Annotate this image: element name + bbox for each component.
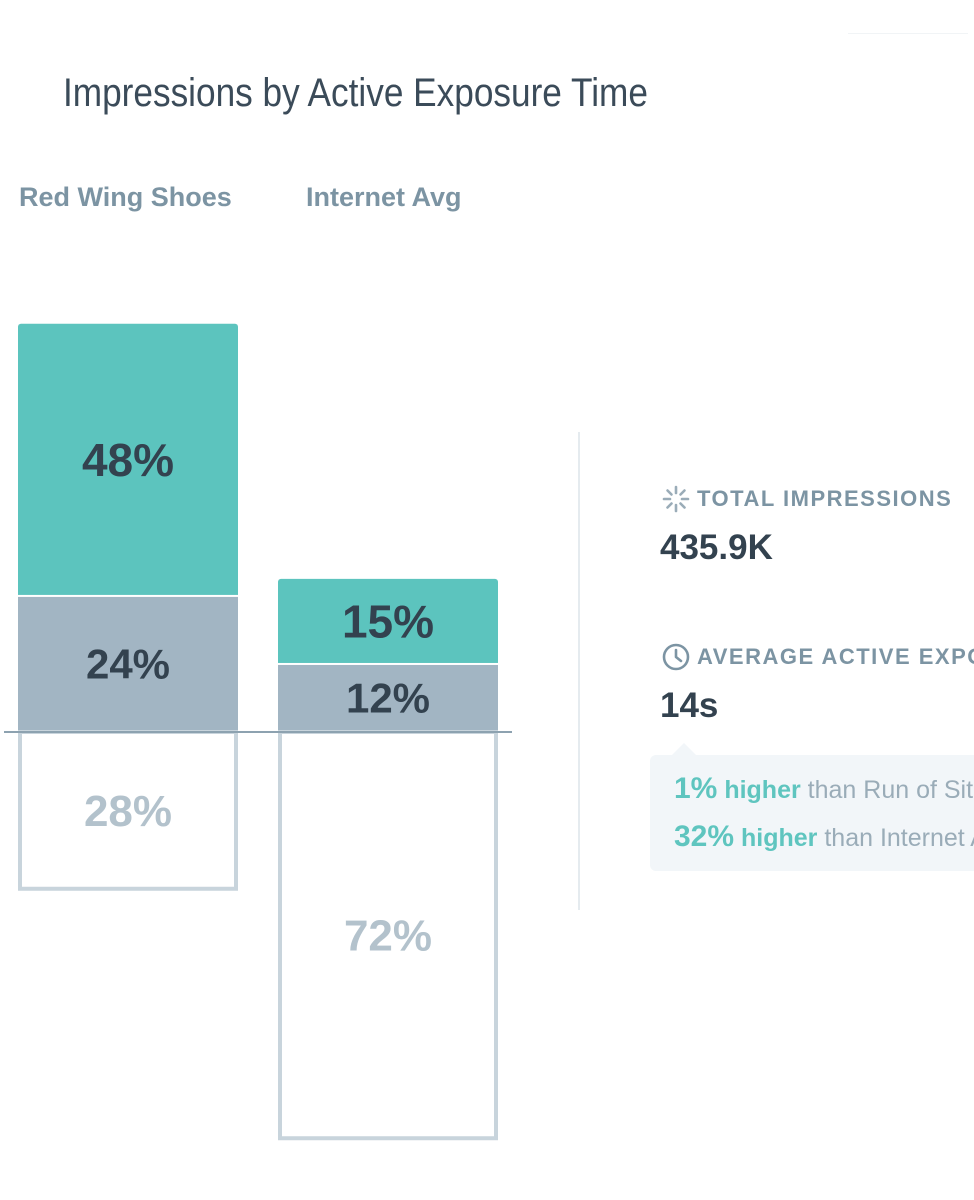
loading-spinner-icon	[662, 485, 690, 513]
comparison-direction: higher	[724, 776, 801, 804]
data-label: 15%	[342, 595, 434, 647]
comparison-internet-avg: 32% higher than Internet Av	[674, 821, 974, 854]
average-exposure-label: AVERAGE ACTIVE EXPO	[697, 644, 974, 669]
comparison-percent: 1%	[674, 772, 718, 805]
column-label-red-wing-shoes: Red Wing Shoes	[19, 182, 232, 212]
average-exposure-value: 14s	[660, 686, 719, 725]
bar-segment-bottom-red-wing-shoes	[18, 730, 238, 891]
data-label: 24%	[86, 640, 170, 687]
total-impressions-header: TOTAL IMPRESSIONS	[661, 484, 952, 514]
callout-pointer	[672, 743, 696, 755]
data-label: 48%	[82, 434, 174, 486]
bar-segment-top-internet-avg	[278, 578, 498, 667]
comparison-direction: higher	[741, 824, 818, 852]
comparison-callout: 1% higher than Run of Site 32% higher th…	[650, 755, 974, 871]
average-exposure-header: AVERAGE ACTIVE EXPO	[661, 642, 974, 672]
vertical-divider	[578, 432, 580, 910]
comparison-run-of-site: 1% higher than Run of Site	[674, 773, 974, 806]
bar-segment-middle-internet-avg	[278, 663, 498, 732]
total-impressions-value: 435.9K	[660, 528, 773, 567]
data-label: 28%	[84, 787, 172, 836]
comparison-percent: 32%	[674, 820, 735, 853]
top-divider	[848, 33, 968, 34]
bar-segment-separator	[18, 594, 238, 597]
clock-icon	[662, 643, 690, 671]
bar-segment-top-red-wing-shoes	[18, 323, 238, 599]
comparison-benchmark: than Run of Site	[807, 776, 974, 804]
stacked-bar-chart: 48% 24% 28% 15% 12% 72%	[4, 323, 512, 1141]
comparison-benchmark: than Internet Av	[824, 824, 974, 852]
column-label-internet-avg: Internet Avg	[306, 182, 462, 212]
data-label: 72%	[344, 912, 432, 961]
data-label: 12%	[346, 674, 430, 721]
bar-segment-middle-red-wing-shoes	[18, 595, 238, 732]
total-impressions-label: TOTAL IMPRESSIONS	[697, 486, 953, 511]
chart-title: Impressions by Active Exposure Time	[63, 71, 648, 115]
bar-segment-separator	[278, 662, 498, 665]
